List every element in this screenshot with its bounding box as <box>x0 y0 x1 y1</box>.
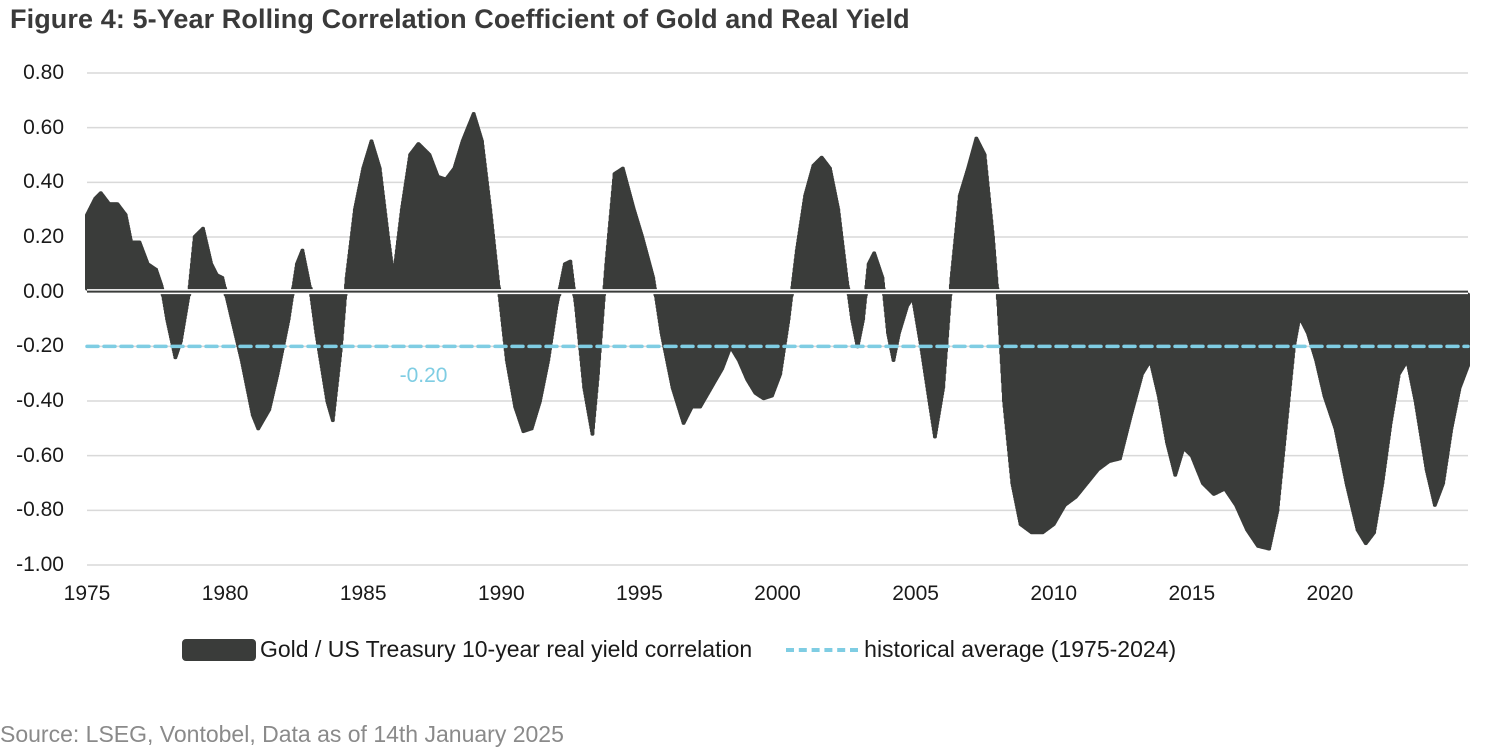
dashed-line-swatch-icon <box>786 647 859 652</box>
area-swatch-icon <box>182 638 256 661</box>
y-tick-label: 0.40 <box>23 170 64 194</box>
x-tick-label: 1995 <box>616 582 663 605</box>
y-tick-label: -0.40 <box>16 389 64 412</box>
x-tick-label: 1980 <box>201 582 249 605</box>
y-tick-label: 0.60 <box>23 115 64 139</box>
x-tick-label: 1975 <box>63 582 111 605</box>
y-tick-label: -0.20 <box>16 334 64 358</box>
y-tick-label: -0.80 <box>16 498 64 522</box>
x-tick-label: 2005 <box>892 582 939 605</box>
legend-label: Gold / US Treasury 10-year real yield co… <box>260 636 753 662</box>
x-tick-label: 2000 <box>754 582 801 605</box>
legend-item-correlation: Gold / US Treasury 10-year real yield co… <box>182 636 752 663</box>
x-tick-label: 2020 <box>1306 582 1354 605</box>
x-tick-label: 2015 <box>1168 582 1216 605</box>
y-tick-label: 0.00 <box>23 279 64 303</box>
x-tick-label: 1985 <box>339 582 387 605</box>
correlation-area-series <box>85 112 1470 551</box>
source-note: Source: LSEG, Vontobel, Data as of 14th … <box>0 721 564 747</box>
legend-label: historical average (1975-2024) <box>864 636 1177 662</box>
x-tick-label: 1990 <box>477 582 525 605</box>
average-value-annotation: -0.20 <box>399 364 448 388</box>
y-tick-label: -0.60 <box>16 443 64 467</box>
y-tick-label: 0.20 <box>23 225 64 248</box>
y-tick-label: -1.00 <box>16 553 64 576</box>
chart-title: Figure 4: 5-Year Rolling Correlation Coe… <box>10 4 910 34</box>
legend-item-average: historical average (1975-2024) <box>786 636 1176 663</box>
y-tick-label: 0.80 <box>23 61 64 84</box>
legend: Gold / US Treasury 10-year real yield co… <box>182 636 1176 663</box>
x-tick-label: 2010 <box>1030 582 1078 605</box>
